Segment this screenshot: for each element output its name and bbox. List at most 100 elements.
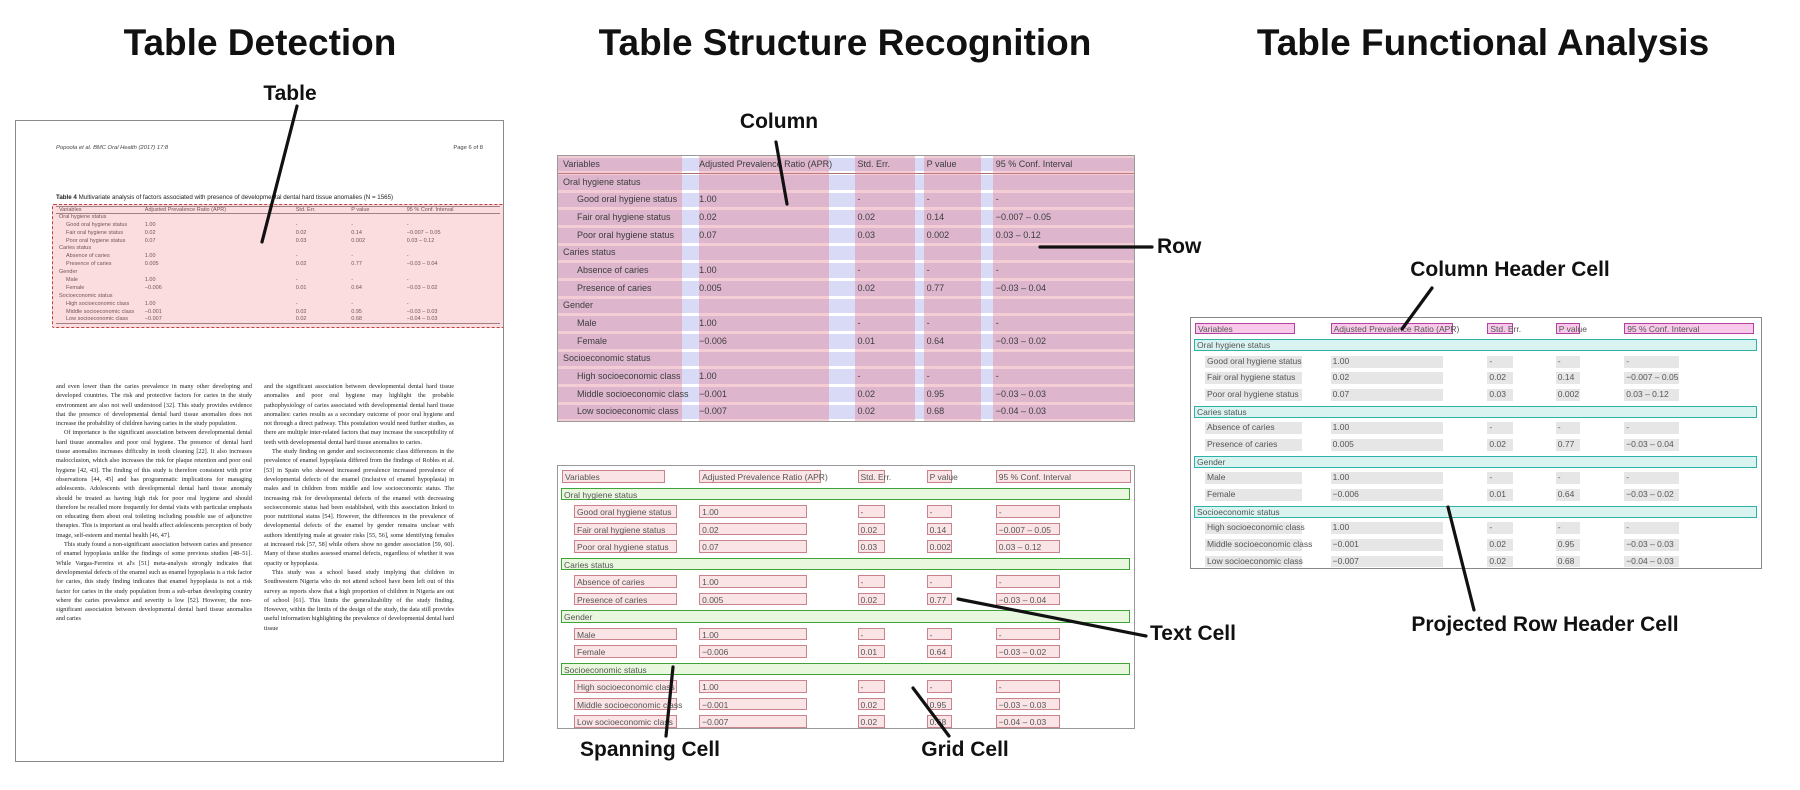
section-row: Caries status	[56, 245, 500, 253]
table-cell: -	[406, 277, 409, 284]
table-cell: High socioeconomic class	[1205, 522, 1305, 535]
callout-spanning-cell: Spanning Cell	[579, 738, 720, 761]
table-cell: Male	[574, 627, 677, 640]
table-cell: 1.00	[1330, 472, 1443, 485]
column-header-cell: Variables	[59, 207, 82, 213]
table-cell: 0.002	[926, 540, 952, 553]
table-cell: -	[995, 317, 999, 328]
table-cell: -	[995, 575, 1060, 588]
column-header-cell: P value	[1555, 322, 1587, 335]
panel-title-functional: Table Functional Analysis	[1256, 22, 1710, 63]
table-cell: -	[295, 253, 298, 260]
table-cell: 1.00	[1330, 422, 1443, 435]
table-cell: -	[351, 221, 354, 228]
table-cell: 0.03 – 0.12	[995, 229, 1041, 240]
column-header-cell: Variables	[563, 159, 600, 169]
table-header-row: Variables Adjusted Prevalence Ratio (APR)…	[558, 156, 1134, 174]
table-cell: −0.007	[144, 316, 162, 323]
table-cell: −0.03 – 0.04	[995, 592, 1060, 605]
table-cell: Fair oral hygiene status	[574, 522, 677, 535]
table-row: Fair oral hygiene status 0.02 0.02 0.14 −0.0…	[558, 209, 1134, 227]
table-cell: 0.07	[699, 229, 717, 240]
table-cell: -	[995, 194, 999, 205]
table-cell: Female	[1205, 489, 1302, 501]
table-cell: -	[351, 253, 354, 260]
table-cell: −0.04 – 0.03	[1624, 555, 1680, 568]
table-cell: 0.02	[1487, 555, 1514, 568]
table-cell: 0.005	[699, 282, 722, 293]
table-cell: -	[1487, 355, 1514, 368]
page-number: Page 6 of 8	[453, 145, 483, 151]
page-header-row: Popoola et al. BMC Oral Health (2017) 17…	[56, 145, 483, 151]
table-row: Low socioeconomic class −0.007 0.02 0.68 −0.…	[56, 316, 500, 325]
section-row-cell: Caries status	[561, 557, 1130, 570]
table-row: Middle socioeconomic class −0.001 0.02 0.95…	[56, 309, 500, 317]
column-header-cell: Variables	[562, 470, 665, 483]
document-page: Popoola et al. BMC Oral Health (2017) 17…	[15, 120, 504, 762]
callout-row: Row	[1157, 235, 1202, 258]
table-cell: Low socioeconomic class	[574, 715, 677, 728]
callout-table: Table	[263, 82, 317, 105]
table-cell: -	[995, 505, 1060, 518]
table-cell: -	[1624, 422, 1680, 435]
table-cell: −0.001	[144, 308, 162, 315]
table-cell: −0.03 – 0.04	[1624, 439, 1680, 451]
table-cell: 0.01	[1487, 489, 1514, 501]
table-row: Middle socioeconomic class −0.001 0.02 0.95…	[558, 696, 1134, 714]
table-cell: Low socioeconomic class	[577, 406, 679, 417]
table-cell: 0.64	[926, 335, 945, 346]
section-row: Socioeconomic status	[1191, 503, 1761, 520]
table-cell: -	[926, 627, 952, 640]
table-row: Absence of caries 1.00 - - -	[56, 253, 500, 261]
table-cell: 0.03	[857, 229, 876, 240]
table-cell: 1.00	[699, 627, 808, 640]
table-cell: 0.95	[926, 388, 945, 399]
table-cell: -	[857, 317, 861, 328]
table-cell: -	[1487, 422, 1514, 435]
table-cell: 1.00	[699, 505, 808, 518]
table-cell: −0.007	[1330, 555, 1443, 568]
table-cell: -	[406, 253, 409, 260]
table-cell: Good oral hygiene status	[66, 221, 128, 228]
table-cell: -	[926, 505, 952, 518]
table-row: Absence of caries 1.00 - - -	[558, 262, 1134, 280]
section-row: Socioeconomic status	[56, 293, 500, 301]
table-row: Absence of caries 1.00 - - -	[1191, 420, 1761, 437]
table-cell: 0.77	[926, 592, 952, 605]
table-cell: 0.68	[926, 406, 945, 417]
table-cell: 0.95	[351, 308, 362, 315]
column-band	[699, 156, 829, 421]
table-cell: 0.005	[699, 592, 808, 605]
column-header-cell: Adjusted Prevalence Ratio (APR)	[144, 207, 227, 213]
table-cell: Poor oral hygiene status	[574, 540, 677, 553]
table-cell: Presence of caries	[66, 261, 112, 268]
table-row: Poor oral hygiene status 0.07 0.03 0.002 0.0…	[558, 538, 1134, 556]
section-row: Gender	[1191, 453, 1761, 470]
table-cell: -	[857, 575, 885, 588]
table-cell: -	[1555, 422, 1580, 435]
callout-text-cell: Text Cell	[1150, 622, 1236, 645]
panel-title-structure: Table Structure Recognition	[598, 22, 1092, 63]
column-header-cell: Std. Err.	[857, 159, 891, 169]
table-cell: Good oral hygiene status	[1205, 355, 1302, 368]
table-cell: Middle socioeconomic class	[577, 388, 689, 399]
table-cell: Absence of caries	[574, 575, 677, 588]
table-cell: -	[857, 505, 885, 518]
table-cell: −0.03 – 0.03	[406, 308, 438, 315]
table-row: Low socioeconomic class −0.007 0.02 0.68 −0.…	[558, 713, 1134, 728]
table-cell: Male	[1205, 472, 1302, 485]
table-cell: −0.006	[144, 284, 162, 291]
column-header-cell: 95 % Conf. Interval	[995, 470, 1131, 483]
column-header-cell: Adjusted Prevalence Ratio (APR)	[699, 159, 833, 169]
column-header-cell: 95 % Conf. Interval	[1624, 322, 1755, 335]
table-cell: 0.64	[1555, 489, 1580, 501]
table-row: Female −0.006 0.01 0.64 −0.03 – 0.02	[558, 643, 1134, 661]
table-header-row: Variables Adjusted Prevalence Ratio (APR)…	[1191, 320, 1761, 337]
table-cell: 0.02	[857, 715, 885, 728]
table-cell: 1.00	[144, 221, 156, 228]
body-paragraph: and even lower than the caries prevalenc…	[56, 383, 252, 428]
table-cell: 1.00	[144, 277, 156, 284]
column-band	[992, 156, 1134, 421]
table-row: High socioeconomic class 1.00 - - -	[558, 678, 1134, 696]
